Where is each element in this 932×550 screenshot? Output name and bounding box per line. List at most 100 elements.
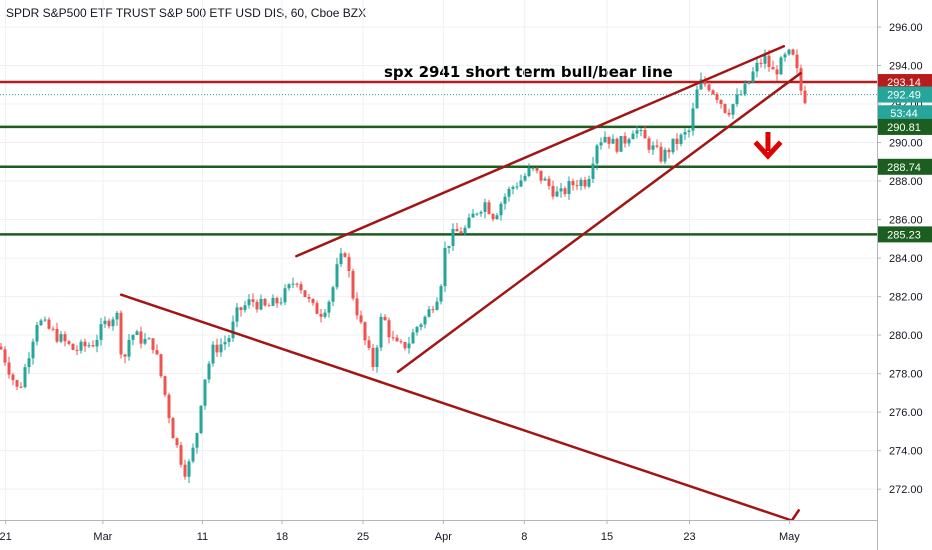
candle-body <box>207 363 211 380</box>
candle-body <box>271 297 275 306</box>
candle-body <box>139 331 143 344</box>
candle-body <box>663 149 667 162</box>
candle-body <box>739 94 743 96</box>
candle-body <box>367 340 371 348</box>
candle-body <box>75 349 79 351</box>
y-tick-label: 290.00 <box>889 138 923 150</box>
candle-body <box>711 90 715 95</box>
candle-body <box>275 297 279 304</box>
x-tick-label: 15 <box>601 531 613 543</box>
y-tick-label: 278.00 <box>889 369 923 381</box>
candle-body <box>491 214 495 220</box>
down-arrow-icon <box>753 132 783 160</box>
candle-body <box>227 338 231 342</box>
candle-body <box>583 179 587 187</box>
candle-body <box>607 136 611 144</box>
candle-body <box>495 215 499 220</box>
candle-body <box>51 328 55 330</box>
candle-body <box>475 213 479 215</box>
candle-body <box>11 374 15 381</box>
candle-body <box>95 339 99 347</box>
candle-body <box>19 386 23 388</box>
candle-body <box>767 55 771 68</box>
candle-body <box>99 324 103 340</box>
candle-body <box>187 461 191 477</box>
candle-body <box>631 133 635 140</box>
candle-body <box>591 163 595 179</box>
candle-body <box>687 130 691 133</box>
candle-body <box>511 186 515 189</box>
candle-body <box>103 320 107 325</box>
candle-body <box>111 319 115 327</box>
x-tick-label: 8 <box>521 531 527 543</box>
candle-body <box>243 305 247 311</box>
candle-body <box>639 130 643 132</box>
candle-body <box>803 90 807 104</box>
candle-body <box>0 346 3 350</box>
candle-body <box>215 344 219 353</box>
chart-title: SPDR S&P500 ETF TRUST S&P 500 ETF USD DI… <box>6 6 367 20</box>
candle-body <box>179 445 183 465</box>
y-tick-label: 280.00 <box>889 330 923 342</box>
x-tick-label: May <box>779 531 800 543</box>
candle-body <box>799 68 803 91</box>
candle-body <box>383 316 387 321</box>
candle-body <box>327 301 331 313</box>
candle-body <box>411 332 415 344</box>
trendline <box>295 44 786 258</box>
candle-body <box>611 138 615 144</box>
candle-body <box>771 67 775 70</box>
candle-body <box>559 188 563 192</box>
candle-body <box>419 324 423 327</box>
price-tag-background <box>878 226 932 243</box>
candle-body <box>159 354 163 377</box>
candle-body <box>479 211 483 214</box>
y-tick-label: 296.00 <box>889 22 923 34</box>
candle-body <box>3 349 7 363</box>
candle-body <box>787 49 791 55</box>
candle-body <box>287 284 291 289</box>
candle-body <box>627 139 631 144</box>
candle-body <box>147 338 151 340</box>
candle-body <box>303 290 307 298</box>
candle-body <box>727 112 731 115</box>
candle-body <box>15 380 19 387</box>
candle-body <box>403 342 407 349</box>
candle-body <box>779 57 783 75</box>
candle-body <box>359 315 363 323</box>
candle-body <box>399 341 403 343</box>
candle-body <box>519 180 523 187</box>
candle-body <box>115 312 119 320</box>
candle-body <box>307 297 311 299</box>
candle-body <box>135 331 139 335</box>
candle-body <box>683 132 687 135</box>
candle-body <box>47 319 51 329</box>
trendline <box>396 71 802 373</box>
candle-body <box>235 307 239 322</box>
candle-body <box>455 228 459 232</box>
candle-body <box>63 334 67 342</box>
candle-body <box>407 343 411 349</box>
candle-body <box>791 49 795 55</box>
candle-body <box>579 179 583 187</box>
candle-body <box>567 181 571 195</box>
candle-body <box>183 464 187 477</box>
trendlines <box>119 44 802 522</box>
candle-body <box>343 253 347 257</box>
candle-body <box>143 338 147 344</box>
candlestick-series <box>0 48 807 483</box>
candle-body <box>723 104 727 113</box>
candle-body <box>563 188 567 195</box>
candle-body <box>707 84 711 91</box>
candle-body <box>651 145 655 150</box>
candle-body <box>175 438 179 446</box>
candle-body <box>603 136 607 143</box>
candle-body <box>679 134 683 144</box>
grid-lines <box>0 0 877 520</box>
candle-body <box>715 94 719 100</box>
price-tag-label: 292.49 <box>887 90 921 102</box>
candle-body <box>71 343 75 350</box>
candle-body <box>67 341 71 344</box>
